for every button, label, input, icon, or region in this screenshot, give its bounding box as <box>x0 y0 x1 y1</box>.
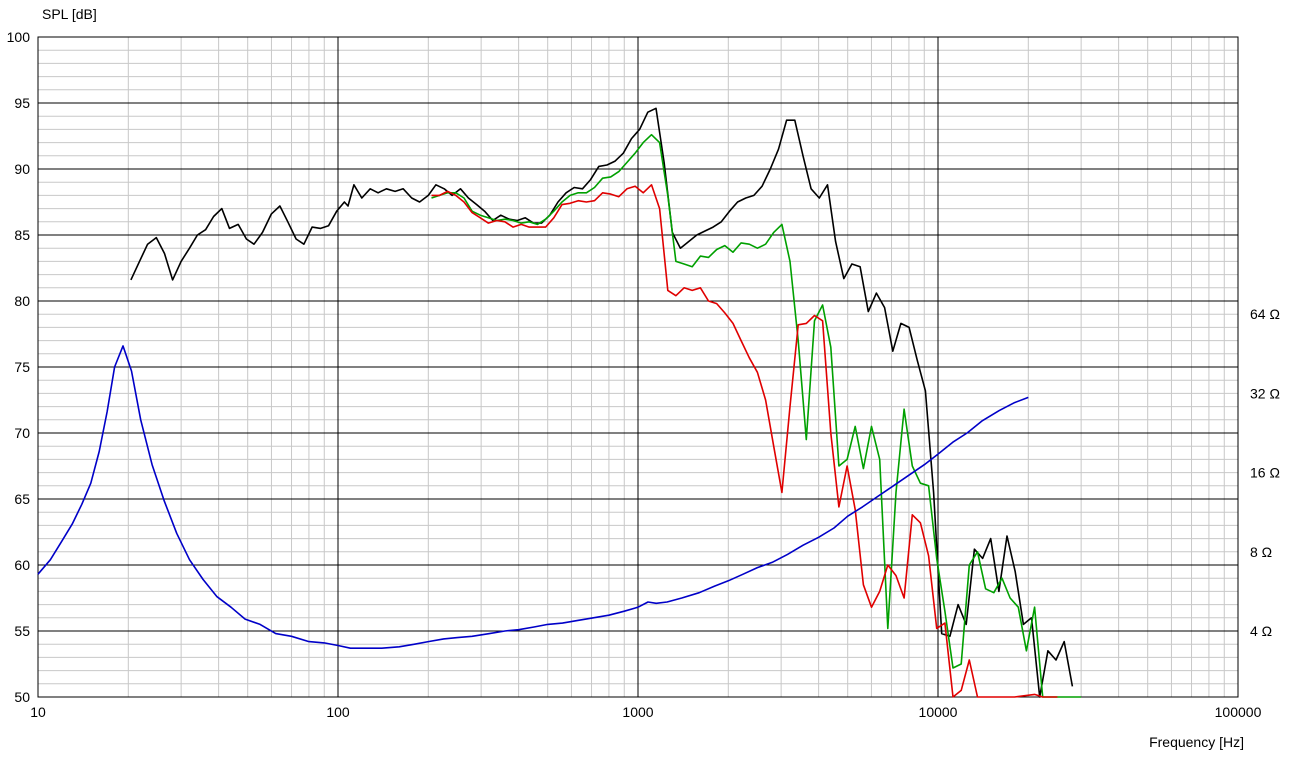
y-tick-label: 50 <box>14 689 30 705</box>
right-tick-label: 8 Ω <box>1250 544 1272 560</box>
x-tick-label: 100 <box>326 704 350 720</box>
x-tick-label: 1000 <box>622 704 653 720</box>
y-tick-label: 70 <box>14 425 30 441</box>
y-tick-label: 95 <box>14 95 30 111</box>
y-tick-label: 80 <box>14 293 30 309</box>
right-tick-label: 64 Ω <box>1250 306 1280 322</box>
series-layer <box>37 107 1082 698</box>
x-tick-label: 10000 <box>919 704 958 720</box>
series-line-2 <box>431 133 1082 698</box>
y-tick-labels: 50 55 60 65 70 75 80 85 90 95 100 <box>7 29 31 705</box>
right-tick-label: 4 Ω <box>1250 623 1272 639</box>
x-tick-label: 10 <box>30 704 46 720</box>
series-line-1 <box>130 107 1074 698</box>
y-tick-label: 100 <box>7 29 31 45</box>
x-axis-label: Frequency [Hz] <box>1149 734 1244 750</box>
series-line-4 <box>37 345 1029 650</box>
right-tick-label: 32 Ω <box>1250 385 1280 401</box>
y-tick-label: 55 <box>14 623 30 639</box>
right-axis-tick-labels: 4 Ω 8 Ω 16 Ω 32 Ω 64 Ω <box>1250 306 1280 639</box>
y-tick-label: 75 <box>14 359 30 375</box>
y-tick-label: 90 <box>14 161 30 177</box>
y-tick-label: 65 <box>14 491 30 507</box>
y-axis-label: SPL [dB] <box>42 6 97 22</box>
series-line-3 <box>431 184 1058 698</box>
x-tick-labels: 10 100 1000 10000 100000 <box>30 704 1261 720</box>
plot-frame <box>37 36 1239 698</box>
y-tick-label: 85 <box>14 227 30 243</box>
x-tick-label: 100000 <box>1215 704 1262 720</box>
y-tick-label: 60 <box>14 557 30 573</box>
right-tick-label: 16 Ω <box>1250 465 1280 481</box>
